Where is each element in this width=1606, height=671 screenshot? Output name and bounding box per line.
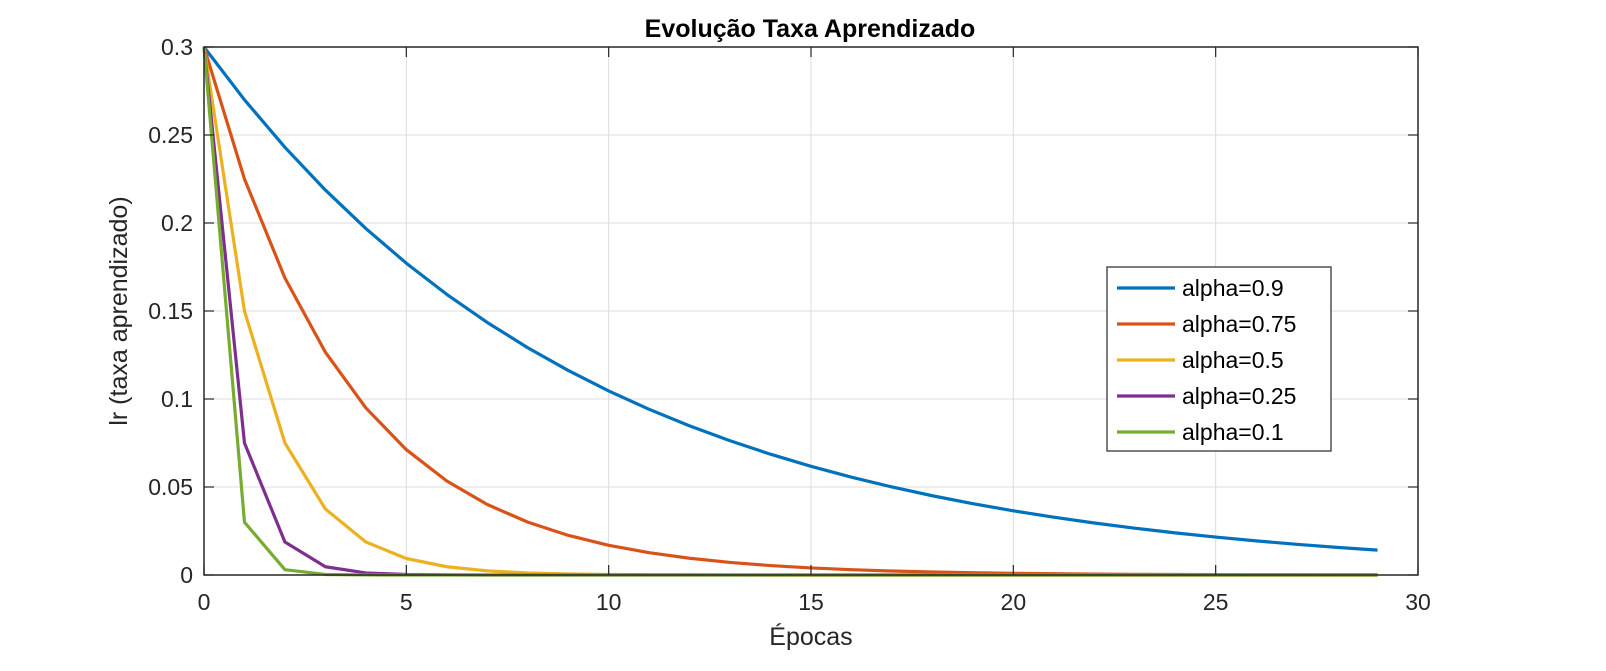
legend-entry: alpha=0.1 (1182, 419, 1284, 445)
x-tick-label: 20 (1001, 589, 1027, 615)
y-tick-label: 0 (180, 562, 193, 588)
x-tick-label: 15 (798, 589, 824, 615)
legend-entry: alpha=0.25 (1182, 383, 1296, 409)
x-axis-label: Épocas (769, 622, 852, 651)
x-tick-label: 30 (1405, 589, 1431, 615)
y-tick-label: 0.2 (161, 210, 193, 236)
legend: alpha=0.9 alpha=0.75 alpha=0.5 alpha=0.25 al… (1106, 266, 1332, 452)
legend-entry: alpha=0.5 (1182, 347, 1284, 373)
y-tick-label: 0.05 (148, 474, 193, 500)
x-tick-label: 10 (596, 589, 622, 615)
x-tick-label: 0 (198, 589, 211, 615)
y-tick-label: 0.25 (148, 122, 193, 148)
x-tick-labels: 0 5 10 15 20 25 30 (198, 589, 1431, 615)
y-tick-labels: 0 0.05 0.1 0.15 0.2 0.25 0.3 (148, 34, 193, 588)
legend-entry: alpha=0.9 (1182, 275, 1284, 301)
y-tick-label: 0.1 (161, 386, 193, 412)
y-tick-label: 0.15 (148, 298, 193, 324)
x-tick-label: 25 (1203, 589, 1229, 615)
chart-title: Evolução Taxa Aprendizado (645, 15, 976, 43)
y-axis-label: lr (taxa aprendizado) (105, 196, 133, 425)
x-tick-label: 5 (400, 589, 413, 615)
y-tick-label: 0.3 (161, 34, 193, 60)
series-line-0 (202, 46, 1378, 552)
legend-entry: alpha=0.75 (1182, 311, 1296, 337)
tick-marks (203, 46, 1419, 576)
